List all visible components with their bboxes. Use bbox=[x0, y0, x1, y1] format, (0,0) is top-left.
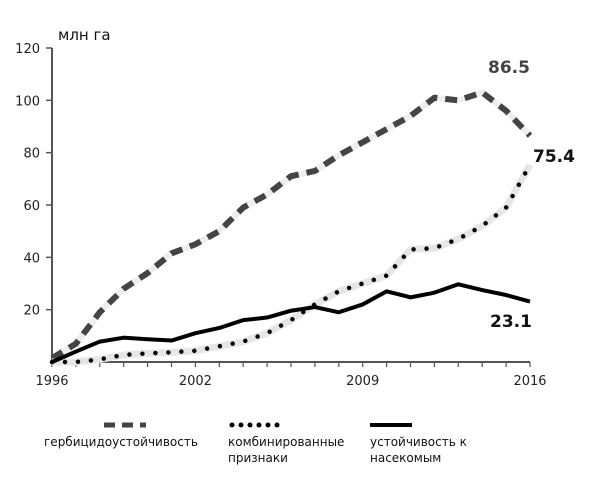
legend-label: гербицидоустойчивость bbox=[44, 435, 198, 449]
series-line-combined bbox=[49, 162, 533, 365]
series-line-halo bbox=[52, 163, 534, 366]
series-2 bbox=[51, 282, 531, 364]
legend-label: признаки bbox=[228, 451, 288, 465]
y-axis-label: млн га bbox=[58, 26, 111, 44]
legend-label: комбинированные bbox=[228, 435, 345, 449]
x-tick-label: 1996 bbox=[35, 374, 68, 389]
legend-item-combined: комбинированные признаки bbox=[228, 434, 344, 466]
series-line-herbicide bbox=[50, 89, 533, 361]
series-line-insect bbox=[51, 282, 531, 364]
end-label-herbicide: 86.5 bbox=[488, 58, 530, 78]
y-tick-label: 60 bbox=[23, 199, 40, 214]
x-tick-label: 2016 bbox=[513, 374, 546, 389]
x-tick-label: 2009 bbox=[346, 374, 379, 389]
y-tick-label: 40 bbox=[23, 251, 40, 266]
series-1 bbox=[49, 162, 534, 366]
y-tick-label: 80 bbox=[23, 147, 40, 162]
legend-item-herbicide: гербицидоустойчивость bbox=[44, 434, 198, 450]
end-label-combined: 75.4 bbox=[533, 147, 575, 167]
y-tick-label: 120 bbox=[15, 42, 40, 57]
legend-item-insect: устойчивость к насекомым bbox=[370, 434, 467, 466]
legend-label: насекомым bbox=[370, 451, 442, 465]
end-label-insect: 23.1 bbox=[490, 312, 532, 332]
y-tick-label: 20 bbox=[23, 304, 40, 319]
x-tick-label: 2002 bbox=[179, 374, 212, 389]
series-0 bbox=[50, 89, 533, 361]
y-tick-label: 100 bbox=[15, 94, 40, 109]
legend-label: устойчивость к bbox=[370, 435, 467, 449]
